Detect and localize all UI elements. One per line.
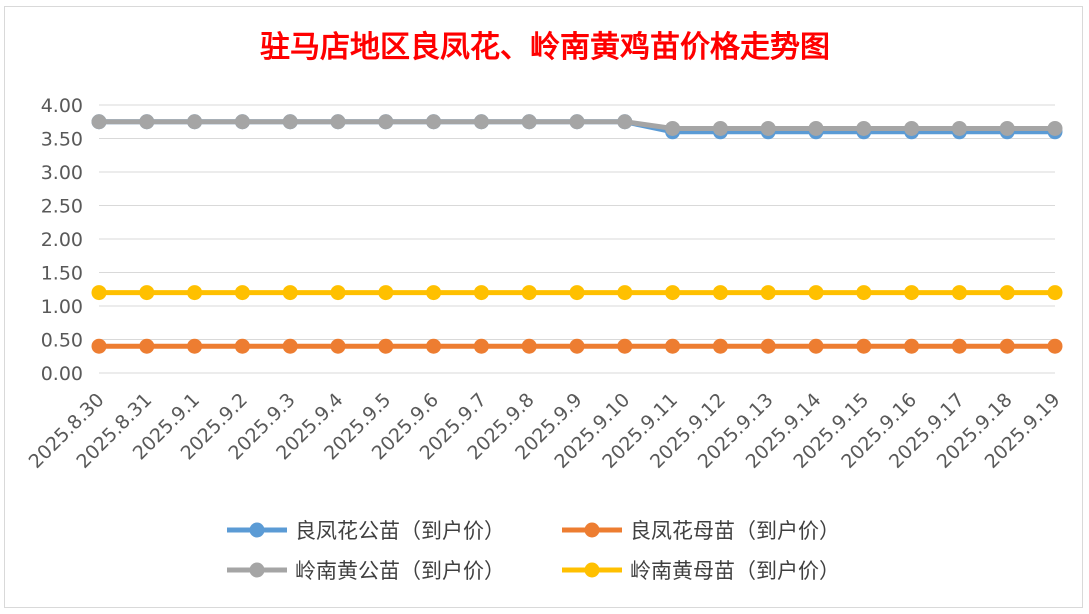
legend-label: 良凤花母苗（到户价）: [630, 519, 840, 543]
y-tick-label: 3.00: [41, 162, 83, 184]
data-point: [139, 285, 155, 301]
y-axis: 0.00 0.50 1.00 1.50 2.00 2.50 3.00 3.50 4.00: [41, 95, 83, 385]
data-point: [378, 285, 394, 301]
series-2: [91, 114, 1063, 136]
data-point: [951, 120, 967, 136]
data-point: [999, 285, 1015, 301]
data-point: [330, 114, 346, 130]
data-point: [712, 120, 728, 136]
y-tick-label: 0.00: [41, 363, 83, 385]
data-point: [665, 285, 681, 301]
data-point: [473, 285, 489, 301]
data-point: [665, 120, 681, 136]
series-3: [91, 285, 1063, 301]
data-point: [378, 338, 394, 354]
data-point: [999, 338, 1015, 354]
data-point: [951, 338, 967, 354]
data-point: [234, 338, 250, 354]
data-point: [187, 114, 203, 130]
data-point: [760, 338, 776, 354]
y-tick-label: 1.00: [41, 296, 83, 318]
data-point: [91, 338, 107, 354]
data-point: [426, 285, 442, 301]
data-point: [1047, 120, 1063, 136]
data-point: [330, 285, 346, 301]
legend-marker: [249, 562, 265, 578]
line-chart: 驻马店地区良凤花、岭南黄鸡苗价格走势图 0.00 0.50 1.00 1.50 2.00…: [25, 30, 1065, 583]
series-layer: [91, 114, 1063, 354]
legend-label: 岭南黄公苗（到户价）: [295, 559, 505, 583]
data-point: [617, 285, 633, 301]
data-point: [569, 114, 585, 130]
data-point: [91, 114, 107, 130]
data-point: [91, 285, 107, 301]
data-point: [378, 114, 394, 130]
gridlines: [99, 104, 1055, 374]
data-point: [569, 338, 585, 354]
data-point: [856, 120, 872, 136]
data-point: [617, 338, 633, 354]
data-point: [999, 120, 1015, 136]
legend-item: 岭南黄公苗（到户价）: [227, 559, 505, 583]
chart-frame: 驻马店地区良凤花、岭南黄鸡苗价格走势图 0.00 0.50 1.00 1.50 2.00…: [4, 6, 1083, 608]
data-point: [187, 285, 203, 301]
data-point: [904, 285, 920, 301]
data-point: [521, 285, 537, 301]
data-point: [187, 338, 203, 354]
data-point: [139, 114, 155, 130]
data-point: [808, 120, 824, 136]
legend-label: 岭南黄母苗（到户价）: [630, 559, 840, 583]
data-point: [569, 285, 585, 301]
data-point: [712, 338, 728, 354]
data-point: [760, 120, 776, 136]
data-point: [426, 338, 442, 354]
data-point: [665, 338, 681, 354]
data-point: [282, 114, 298, 130]
data-point: [139, 338, 155, 354]
legend-marker: [584, 562, 600, 578]
data-point: [760, 285, 776, 301]
y-tick-label: 3.50: [41, 129, 83, 151]
data-point: [951, 285, 967, 301]
legend-item: 良凤花公苗（到户价）: [227, 519, 505, 543]
data-point: [856, 338, 872, 354]
y-tick-label: 1.50: [41, 263, 83, 285]
data-point: [617, 114, 633, 130]
legend-item: 良凤花母苗（到户价）: [562, 519, 840, 543]
y-tick-label: 2.50: [41, 196, 83, 218]
data-point: [1047, 338, 1063, 354]
y-tick-label: 2.00: [41, 229, 83, 251]
data-point: [234, 114, 250, 130]
data-point: [808, 338, 824, 354]
data-point: [282, 338, 298, 354]
data-point: [808, 285, 824, 301]
legend-marker: [249, 522, 265, 538]
x-axis: 2025.8.302025.8.312025.9.12025.9.22025.9…: [25, 389, 1065, 473]
data-point: [282, 285, 298, 301]
legend-label: 良凤花公苗（到户价）: [295, 519, 505, 543]
data-point: [234, 285, 250, 301]
y-tick-label: 0.50: [41, 330, 83, 352]
legend-item: 岭南黄母苗（到户价）: [562, 559, 840, 583]
y-tick-label: 4.00: [41, 95, 83, 117]
legend-marker: [584, 522, 600, 538]
data-point: [330, 338, 346, 354]
data-point: [521, 338, 537, 354]
data-point: [1047, 285, 1063, 301]
series-1: [91, 338, 1063, 354]
data-point: [904, 338, 920, 354]
data-point: [904, 120, 920, 136]
data-point: [521, 114, 537, 130]
legend: 良凤花公苗（到户价） 良凤花母苗（到户价） 岭南黄公苗（到户价） 岭南黄母苗（到户价）: [227, 519, 840, 583]
data-point: [712, 285, 728, 301]
data-point: [473, 338, 489, 354]
data-point: [426, 114, 442, 130]
data-point: [856, 285, 872, 301]
chart-title: 驻马店地区良凤花、岭南黄鸡苗价格走势图: [260, 30, 830, 65]
data-point: [473, 114, 489, 130]
